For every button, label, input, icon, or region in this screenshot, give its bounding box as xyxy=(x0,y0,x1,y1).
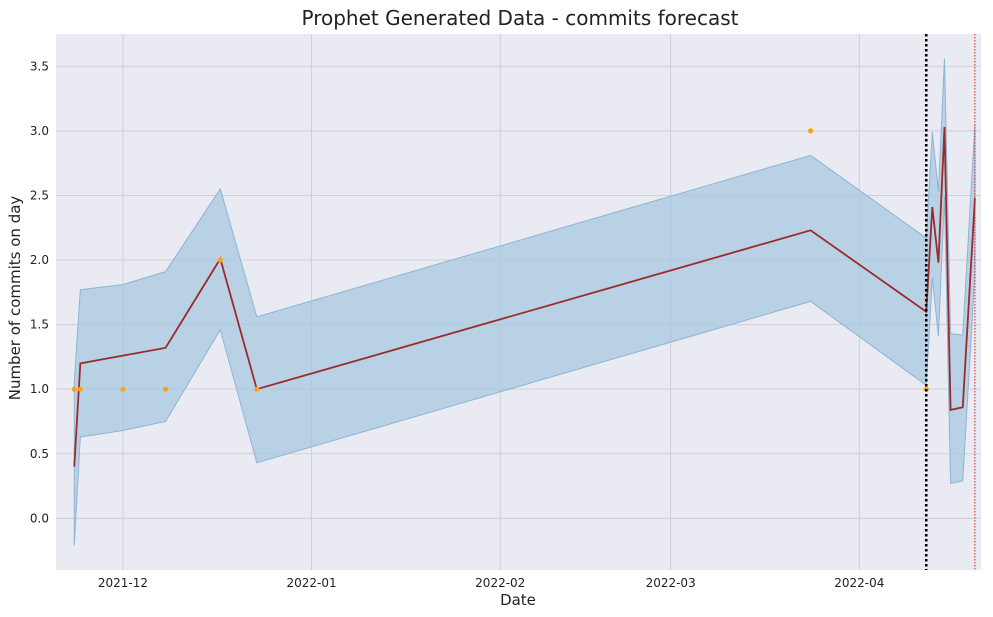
x-tick-label: 2022-03 xyxy=(646,576,696,590)
y-tick-label: 3.5 xyxy=(30,59,49,73)
y-tick-label: 2.0 xyxy=(30,253,49,267)
y-axis-label: Number of commits on day xyxy=(6,196,24,401)
y-tick-label: 0.0 xyxy=(30,511,49,525)
observed-point xyxy=(217,257,223,263)
y-tick-labels: 0.0 0.5 1.0 1.5 2.0 2.5 3.0 3.5 xyxy=(30,59,49,525)
observed-point xyxy=(71,386,77,392)
x-axis-label: Date xyxy=(500,591,536,609)
y-tick-label: 0.5 xyxy=(30,447,49,461)
vertical-lines-layer xyxy=(924,34,976,570)
forecast-line-layer xyxy=(73,126,976,467)
y-tick-label: 3.0 xyxy=(30,124,49,138)
y-tick-label: 2.5 xyxy=(30,188,49,202)
observed-point xyxy=(808,128,814,134)
x-tick-label: 2022-04 xyxy=(834,576,884,590)
observed-point xyxy=(162,386,169,392)
confidence-interval-band xyxy=(73,58,976,546)
confidence-interval-layer xyxy=(73,58,976,546)
y-tick-label: 1.5 xyxy=(30,318,49,332)
x-tick-labels: 2021-12 2022-01 2022-02 2022-03 2022-04 xyxy=(98,576,884,590)
forecast-line xyxy=(73,126,976,467)
x-tick-label: 2021-12 xyxy=(98,576,148,590)
chart-title: Prophet Generated Data - commits forecas… xyxy=(301,6,738,30)
observed-point xyxy=(254,386,260,392)
observed-point xyxy=(120,386,126,392)
observed-points-layer xyxy=(71,128,929,392)
y-tick-label: 1.0 xyxy=(30,382,49,396)
x-tick-label: 2022-02 xyxy=(475,576,525,590)
observed-point xyxy=(77,386,83,392)
x-tick-label: 2022-01 xyxy=(287,576,337,590)
